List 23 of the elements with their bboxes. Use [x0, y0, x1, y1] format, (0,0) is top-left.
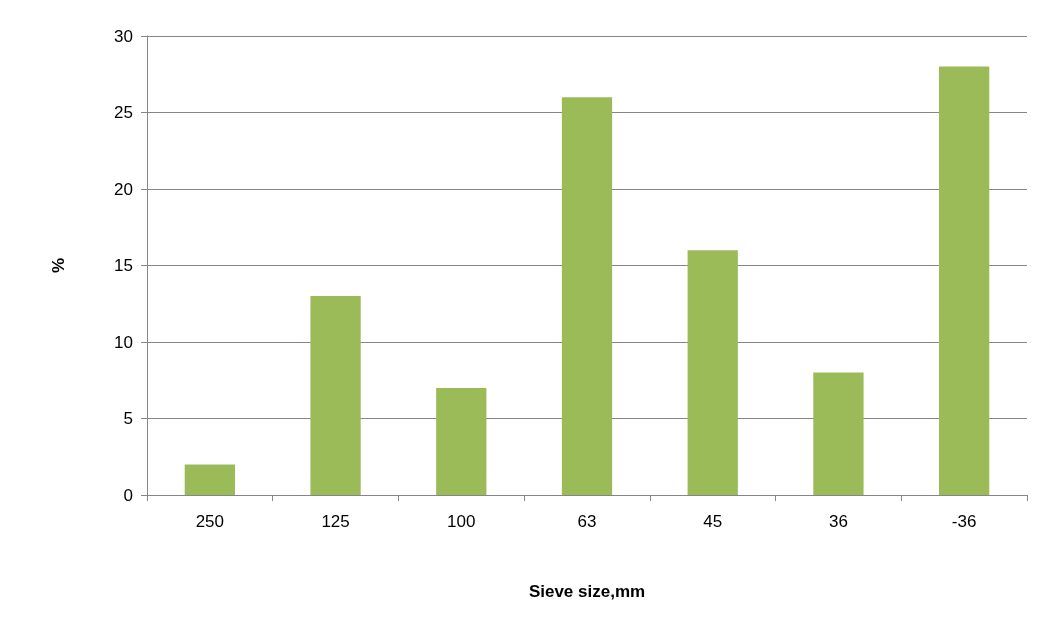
bar: [939, 66, 990, 495]
x-tick-label: 250: [195, 512, 225, 531]
y-axis-title: %: [49, 257, 68, 274]
bar: [310, 296, 361, 495]
y-tick-label: 30: [114, 26, 133, 46]
y-tick-label: 15: [114, 256, 133, 275]
bar: [687, 250, 738, 495]
x-axis-title: Sieve size,mm: [528, 582, 646, 601]
x-tick-label: 63: [577, 512, 597, 531]
x-tick-label: -36: [951, 512, 977, 531]
x-tick-label: 45: [703, 512, 723, 531]
x-tick-label: 125: [321, 512, 350, 531]
y-tick-label: 5: [123, 409, 133, 428]
bar: [436, 387, 487, 495]
y-tick-label: 25: [114, 103, 133, 122]
bar: [561, 97, 613, 495]
bar: [184, 464, 235, 495]
y-tick-label: 10: [114, 332, 133, 352]
y-tick-label: 20: [114, 179, 133, 199]
x-tick-label: 100: [447, 512, 476, 531]
bar: [813, 372, 864, 495]
x-tick-label: 36: [828, 512, 848, 531]
y-tick-label: 0: [123, 485, 133, 505]
